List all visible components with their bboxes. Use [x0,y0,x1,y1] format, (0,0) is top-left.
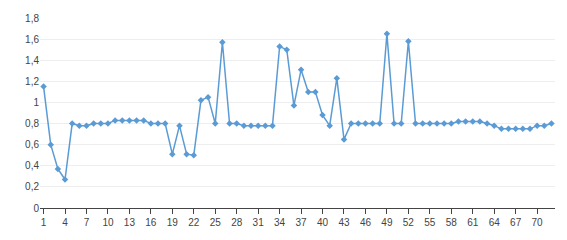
svg-text:61: 61 [467,217,479,228]
svg-text:67: 67 [510,217,522,228]
svg-text:34: 34 [274,217,286,228]
svg-text:1,4: 1,4 [25,55,39,66]
svg-text:1,8: 1,8 [25,13,39,24]
svg-text:19: 19 [167,217,179,228]
svg-text:1,6: 1,6 [25,34,39,45]
svg-text:10: 10 [102,217,114,228]
svg-text:28: 28 [231,217,243,228]
svg-text:0,4: 0,4 [25,160,39,171]
svg-text:40: 40 [317,217,329,228]
svg-text:4: 4 [62,217,68,228]
svg-text:52: 52 [403,217,415,228]
svg-text:31: 31 [253,217,265,228]
svg-text:1: 1 [41,217,47,228]
svg-text:0,6: 0,6 [25,139,39,150]
svg-text:37: 37 [296,217,308,228]
svg-text:25: 25 [210,217,222,228]
svg-text:1: 1 [33,97,39,108]
svg-text:0: 0 [33,203,39,214]
svg-text:0,2: 0,2 [25,181,39,192]
svg-text:16: 16 [145,217,157,228]
svg-text:70: 70 [532,217,544,228]
svg-text:49: 49 [381,217,393,228]
svg-text:64: 64 [489,217,501,228]
svg-text:0,8: 0,8 [25,118,39,129]
svg-text:7: 7 [84,217,90,228]
svg-text:22: 22 [188,217,200,228]
svg-text:55: 55 [424,217,436,228]
svg-text:46: 46 [360,217,372,228]
svg-text:43: 43 [338,217,350,228]
svg-text:1,2: 1,2 [25,76,39,87]
svg-text:13: 13 [124,217,136,228]
svg-text:58: 58 [446,217,458,228]
